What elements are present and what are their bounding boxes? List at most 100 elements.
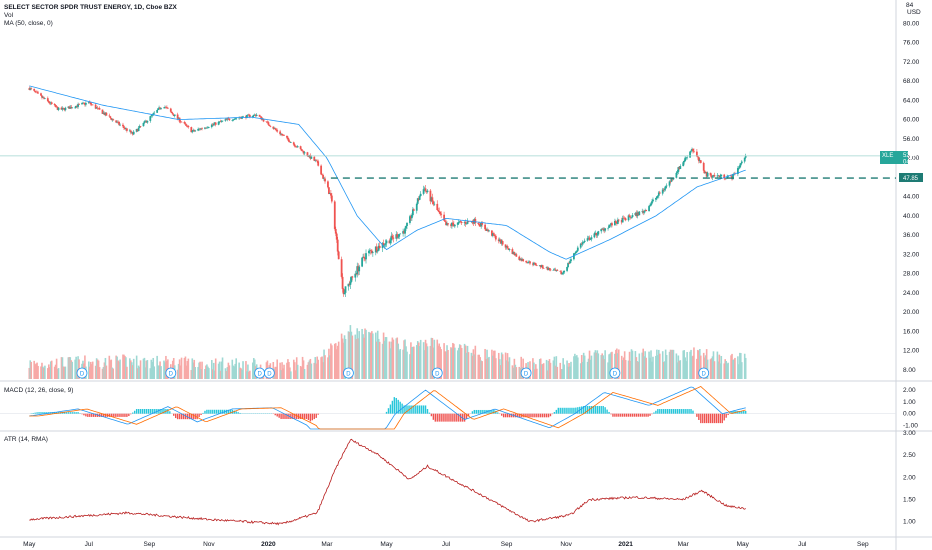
candle-body (485, 229, 487, 231)
candle-body (160, 108, 162, 109)
macd-histogram-bar (739, 411, 741, 414)
volume-bar (415, 345, 418, 379)
candle-body (554, 269, 557, 271)
volume-bar (576, 355, 578, 379)
candle-body (711, 176, 714, 178)
macd-histogram-bar (229, 409, 232, 414)
volume-bar (486, 349, 488, 379)
candle-body (336, 239, 339, 252)
volume-bar (546, 370, 549, 379)
candle-body (273, 128, 276, 129)
macd-histogram-bar (711, 413, 714, 424)
macd-histogram-bar (303, 413, 306, 419)
volume-bar (409, 354, 411, 379)
volume-bar (534, 369, 536, 379)
candle-body (253, 114, 256, 116)
macd-histogram-bar (678, 409, 681, 414)
candle-body (615, 223, 618, 224)
candle-body (214, 122, 217, 125)
macd-histogram-bar (674, 409, 677, 414)
time-tick-label: May (737, 541, 750, 548)
candle-body (677, 167, 680, 172)
macd-histogram-bar (450, 413, 452, 422)
candle-body (423, 188, 426, 190)
macd-histogram-bar (465, 413, 468, 420)
macd-histogram-bar (159, 409, 161, 414)
candle-body (617, 219, 620, 221)
macd-histogram-bar (309, 413, 312, 422)
volume-bar (396, 337, 399, 379)
atr-tick-label: 1.50 (903, 497, 916, 504)
price-tick-label: 72.00 (903, 59, 920, 66)
volume-bar (60, 357, 63, 379)
macd-histogram-bar (715, 413, 718, 424)
macd-histogram-bar (520, 413, 522, 418)
macd-histogram-bar (495, 410, 497, 414)
price-tick-label: 52.00 (903, 155, 920, 162)
volume-bar (629, 360, 632, 379)
macd-histogram-bar (133, 410, 136, 414)
candle-body (335, 233, 338, 240)
volume-bar (362, 334, 364, 379)
candle-body (322, 175, 324, 179)
candle-body (74, 107, 77, 109)
horizontal-level-line[interactable] (0, 155, 896, 179)
volume-bar (491, 349, 493, 379)
candle-body (125, 128, 127, 130)
candle-body (135, 129, 138, 132)
volume-bar (446, 345, 448, 379)
candle-body (200, 128, 202, 130)
candle-body (225, 119, 228, 120)
candle-body (145, 121, 148, 123)
volume-bar (590, 355, 593, 379)
volume-bar (395, 338, 398, 379)
candle-body (283, 135, 285, 136)
candle-body (479, 224, 482, 227)
volume-bar (600, 355, 603, 379)
volume-bar (699, 348, 701, 379)
candle-body (279, 131, 282, 135)
price-tick-label: 16.00 (903, 328, 920, 335)
macd-histogram-bar (670, 409, 673, 414)
candle-body (315, 160, 318, 161)
macd-histogram-bar (592, 406, 595, 414)
candle-body (226, 118, 229, 120)
volume-bar (658, 353, 661, 379)
macd-histogram-bar (32, 412, 34, 414)
candle-body (545, 267, 548, 269)
time-tick-label: Sep (857, 541, 869, 548)
volume-bar (705, 349, 708, 379)
candle-body (302, 150, 305, 154)
time-tick-label: Jul (798, 541, 807, 548)
candle-body (231, 120, 234, 121)
volume-bar (744, 357, 747, 379)
volume-bar (508, 357, 511, 379)
volume-bar (343, 335, 346, 379)
candle-body (41, 95, 43, 98)
time-tick-label: 2021 (618, 541, 633, 548)
candle-body (493, 235, 496, 237)
candle-body (450, 224, 452, 226)
macd-histogram-bar (110, 413, 112, 417)
volume-bar (477, 354, 480, 379)
volume-bar (137, 365, 140, 379)
candle-body (684, 157, 687, 161)
volume-bar (675, 353, 678, 379)
volume-bar (402, 349, 404, 379)
candle-body (504, 244, 507, 248)
candle-body (111, 119, 114, 120)
volume-bar (281, 362, 283, 379)
dividend-marker (431, 367, 443, 379)
volume-bar (458, 344, 461, 379)
candle-body (108, 115, 111, 117)
macd-histogram-bar (475, 409, 478, 414)
volume-bar (288, 362, 290, 379)
macd-histogram-bar (721, 413, 723, 424)
candle-body (392, 237, 395, 239)
macd-histogram-bar (643, 413, 645, 417)
candle-body (368, 250, 370, 254)
volume-bar (153, 366, 156, 379)
macd-histogram-bar (67, 412, 70, 414)
volume-bar (500, 352, 503, 379)
macd-histogram-bar (448, 413, 450, 422)
